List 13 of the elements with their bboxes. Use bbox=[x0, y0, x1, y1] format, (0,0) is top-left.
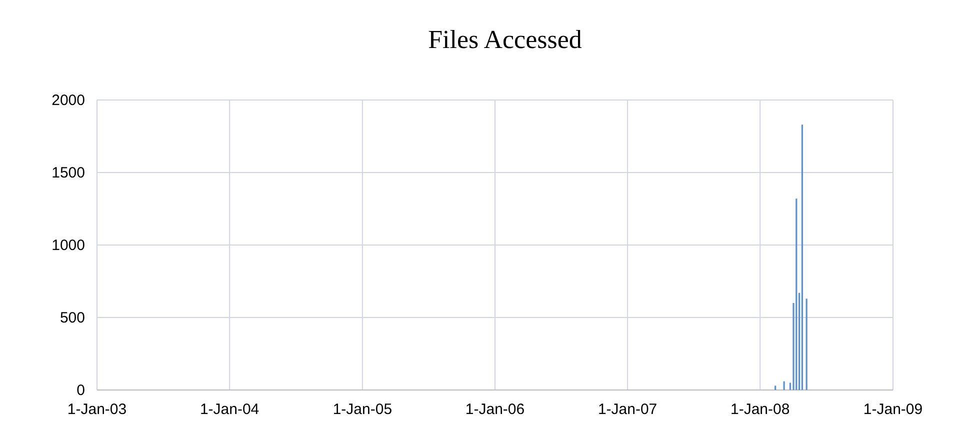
y-tick-label: 1500 bbox=[52, 164, 85, 182]
chart-title: Files Accessed bbox=[428, 25, 582, 54]
x-tick-label: 1-Jan-04 bbox=[200, 401, 260, 418]
y-tick-label: 0 bbox=[76, 382, 85, 399]
x-tick-label: 1-Jan-08 bbox=[730, 401, 790, 418]
y-tick-label: 1000 bbox=[52, 237, 85, 254]
x-tick-label: 1-Jan-03 bbox=[67, 401, 127, 418]
y-tick-label: 2000 bbox=[52, 92, 85, 109]
x-tick-label: 1-Jan-07 bbox=[598, 401, 658, 418]
x-tick-label: 1-Jan-06 bbox=[465, 401, 525, 418]
x-tick-label: 1-Jan-05 bbox=[332, 401, 392, 418]
x-tick-label: 1-Jan-09 bbox=[863, 401, 923, 418]
y-tick-label: 500 bbox=[60, 310, 85, 326]
